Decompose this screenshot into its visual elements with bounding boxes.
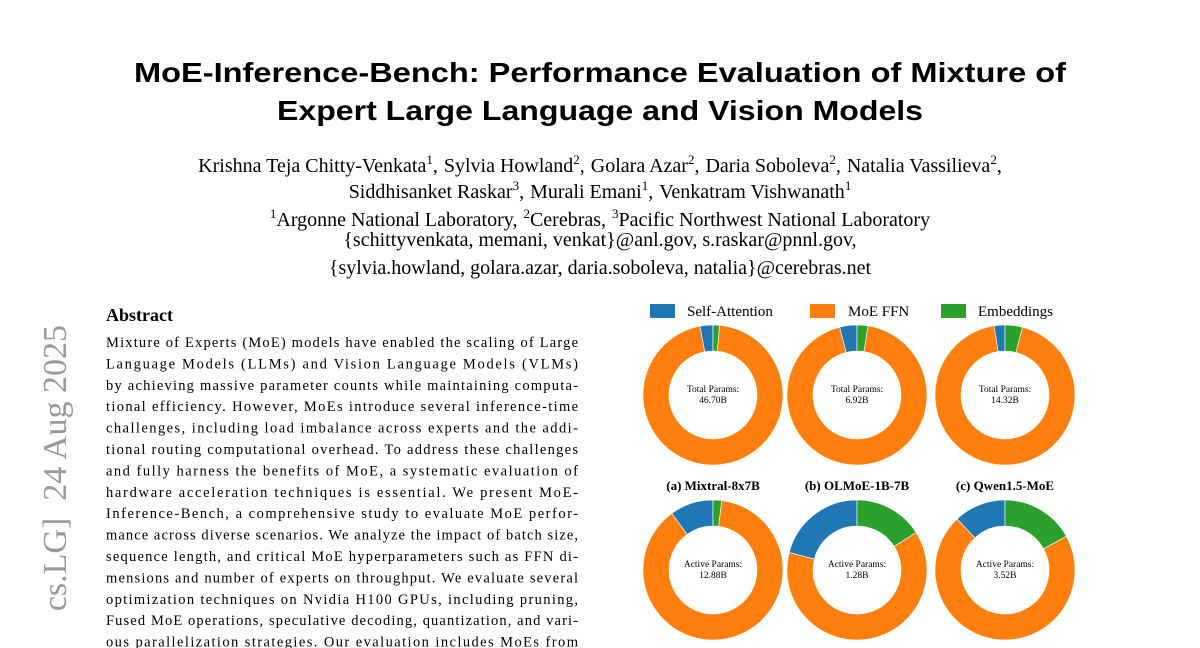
affiliation-mark: 2 xyxy=(573,152,580,167)
abstract-heading: Abstract xyxy=(106,305,173,325)
separator: , xyxy=(997,155,1002,177)
center-value: 3.52B xyxy=(994,571,1017,581)
donut-slice xyxy=(856,324,869,352)
abstract-line: Fused MoE operations, speculative decodi… xyxy=(106,613,578,629)
affiliation-mark: 2 xyxy=(688,152,695,167)
abstract-line: optimization techniques on Nvidia H100 G… xyxy=(106,592,578,608)
abstract-line: hardware acceleration techniques is esse… xyxy=(106,485,578,501)
author-name: Murali Emani xyxy=(530,181,642,203)
center-title: Active Params: xyxy=(684,560,742,570)
affiliation-name: Argonne National Laboratory xyxy=(276,209,513,231)
separator: , xyxy=(580,155,585,177)
abstract-line: and fully harness the benefits of MoE, a… xyxy=(106,463,578,479)
separator: , xyxy=(601,209,606,231)
title: MoE-Inference-Bench: Performance Evaluat… xyxy=(134,57,1067,88)
legend-label: MoE FFN xyxy=(848,304,909,320)
donut-slice xyxy=(856,499,917,547)
author-name: Sylvia Howland xyxy=(444,155,573,177)
center-title: Total Params: xyxy=(831,385,883,395)
caption: (b) OLMoE-1B-7B xyxy=(805,478,910,493)
email: {schittyvenkata, memani, venkat}@anl.gov… xyxy=(343,229,856,251)
abstract-line: by achieving massive parameter counts wh… xyxy=(106,378,578,394)
donut-slice xyxy=(1004,499,1067,550)
legend-label: Self-Attention xyxy=(687,304,773,320)
affiliation-mark: 2 xyxy=(523,206,530,221)
center-title: Total Params: xyxy=(687,385,739,395)
donut-slice xyxy=(934,325,1076,466)
center-title: Active Params: xyxy=(828,560,886,570)
separator: , xyxy=(433,155,438,177)
affiliation-name: Pacific Northwest National Laboratory xyxy=(619,209,931,231)
affiliation-mark: 2 xyxy=(990,152,997,167)
abstract-line: challenges, including load imbalance acr… xyxy=(106,421,578,437)
separator: , xyxy=(519,181,524,203)
center-title: Total Params: xyxy=(979,385,1031,395)
abstract-line: mance across diverse scenarios. We analy… xyxy=(106,528,578,544)
legend-swatch xyxy=(650,304,675,318)
donut-slice xyxy=(712,324,720,352)
affiliation-mark: 2 xyxy=(829,152,836,167)
author-name: Golara Azar xyxy=(591,155,689,177)
affiliation-mark: 1 xyxy=(426,152,433,167)
affiliation-mark: 3 xyxy=(612,206,619,221)
abstract-line: ous parallelization strategies. Our eval… xyxy=(106,635,579,648)
center-value: 1.28B xyxy=(846,571,869,581)
affiliation-mark: 1 xyxy=(642,178,649,193)
donut-slice xyxy=(642,500,784,641)
legend-swatch xyxy=(810,304,835,318)
legend-swatch xyxy=(941,304,966,318)
abstract-line: Language Models (LLMs) and Vision Langua… xyxy=(106,356,578,372)
center-value: 12.88B xyxy=(699,571,727,581)
abstract-line: mensions and number of experts on throug… xyxy=(106,570,578,586)
affiliation-mark: 1 xyxy=(270,206,277,221)
author-name: Natalia Vassilieva xyxy=(847,155,991,177)
separator: , xyxy=(836,155,841,177)
donut-slice xyxy=(642,324,784,466)
center-value: 6.92B xyxy=(846,396,869,406)
abstract-line: sequence length, and critical MoE hyperp… xyxy=(106,549,578,565)
donut-slice xyxy=(1004,324,1023,353)
abstract-line: tional routing computational overhead. T… xyxy=(106,442,578,458)
email: {sylvia.howland, golara.azar, daria.sobo… xyxy=(329,257,872,279)
donut-slice xyxy=(786,325,928,466)
author-name: Siddhisanket Raskar xyxy=(349,181,513,203)
donut-slice xyxy=(788,499,858,560)
abstract-line: Mixture of Experts (MoE) models have ena… xyxy=(106,335,578,351)
legend-label: Embeddings xyxy=(978,304,1053,320)
separator: , xyxy=(512,209,517,231)
caption: (c) Qwen1.5-MoE xyxy=(956,478,1054,493)
author-name: Krishna Teja Chitty-Venkata xyxy=(198,155,426,177)
separator: , xyxy=(694,155,699,177)
center-title: Active Params: xyxy=(976,560,1034,570)
affiliation-name: Cerebras xyxy=(530,209,601,231)
donut-slice xyxy=(712,499,723,527)
donut-slice xyxy=(786,532,928,641)
author-name: Venkatram Vishwanath xyxy=(659,181,845,203)
abstract-line: Inference-Bench, a comprehensive study t… xyxy=(106,506,578,522)
arxiv-sidebar: cs.LG] 24 Aug 2025 xyxy=(37,325,74,611)
center-value: 46.70B xyxy=(699,396,727,406)
center-value: 14.32B xyxy=(991,396,1019,406)
caption: (a) Mixtral-8x7B xyxy=(666,478,760,493)
affiliation-mark: 3 xyxy=(513,178,520,193)
author-line: Krishna Teja Chitty-Venkata1, Sylvia Howl… xyxy=(198,152,1002,177)
title: Expert Large Language and Vision Models xyxy=(277,95,923,126)
affiliation-mark: 1 xyxy=(845,178,852,193)
affiliations: 1Argonne National Laboratory, 2Cerebras, 3… xyxy=(270,206,930,231)
abstract-line: tional efficiency. However, MoEs introdu… xyxy=(106,399,578,415)
author-name: Daria Soboleva xyxy=(705,155,829,177)
separator: , xyxy=(648,181,653,203)
author-line: Siddhisanket Raskar3, Murali Emani1, Venka… xyxy=(349,178,852,203)
donut-slice xyxy=(934,518,1076,641)
